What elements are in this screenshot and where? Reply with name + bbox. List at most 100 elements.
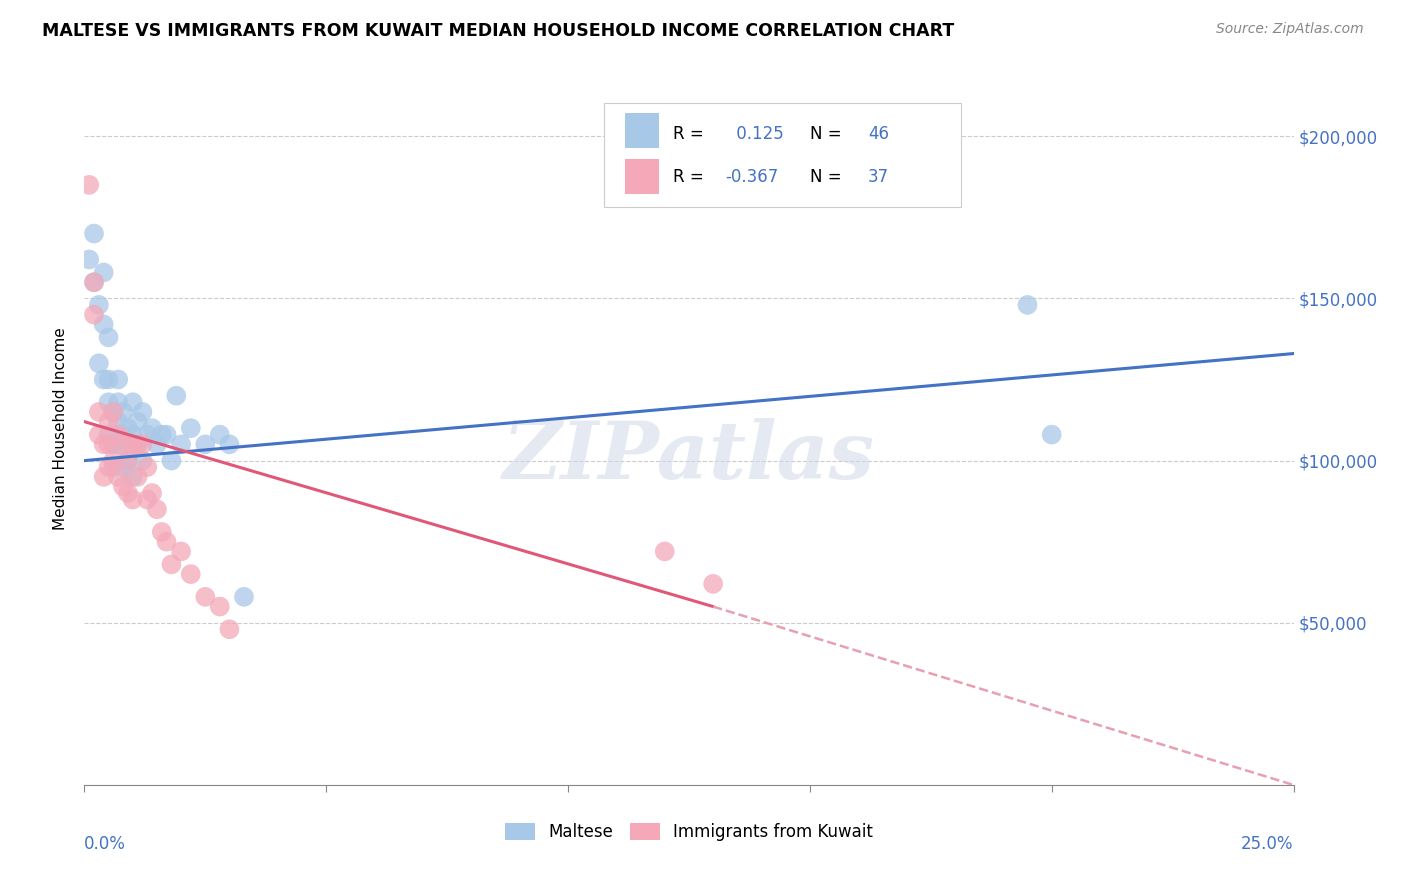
Point bbox=[83, 275, 105, 289]
Point bbox=[194, 437, 217, 451]
Point bbox=[103, 437, 125, 451]
Text: -0.367: -0.367 bbox=[725, 169, 779, 186]
Point bbox=[131, 405, 153, 419]
Point bbox=[83, 227, 105, 241]
Point bbox=[218, 622, 240, 636]
Point bbox=[97, 427, 120, 442]
Point bbox=[112, 427, 135, 442]
Point bbox=[150, 427, 173, 442]
Text: 25.0%: 25.0% bbox=[1241, 835, 1294, 853]
Point bbox=[208, 427, 231, 442]
Point bbox=[146, 437, 169, 451]
Point bbox=[77, 178, 100, 192]
Point bbox=[1017, 298, 1039, 312]
Point bbox=[136, 492, 159, 507]
Point bbox=[97, 415, 120, 429]
Point bbox=[107, 437, 129, 451]
Point bbox=[93, 372, 115, 386]
Point bbox=[87, 427, 110, 442]
Point bbox=[165, 389, 187, 403]
Point bbox=[1040, 427, 1063, 442]
Point bbox=[107, 415, 129, 429]
Point bbox=[87, 298, 110, 312]
Point bbox=[103, 405, 125, 419]
Point bbox=[93, 265, 115, 279]
Point bbox=[87, 405, 110, 419]
Point bbox=[121, 437, 143, 451]
Point bbox=[83, 308, 105, 322]
Point bbox=[170, 437, 193, 451]
Point bbox=[121, 492, 143, 507]
Point bbox=[83, 275, 105, 289]
Point bbox=[131, 453, 153, 467]
Point bbox=[654, 544, 676, 558]
Point bbox=[121, 470, 143, 484]
Text: Source: ZipAtlas.com: Source: ZipAtlas.com bbox=[1216, 22, 1364, 37]
Point bbox=[107, 470, 129, 484]
Point bbox=[87, 356, 110, 370]
Point bbox=[93, 470, 115, 484]
Text: N =: N = bbox=[810, 169, 846, 186]
Point bbox=[131, 437, 153, 451]
Point bbox=[127, 415, 149, 429]
Point bbox=[121, 395, 143, 409]
Point bbox=[180, 421, 202, 435]
Point bbox=[218, 437, 240, 451]
Point bbox=[141, 486, 163, 500]
Point bbox=[160, 558, 183, 572]
Point bbox=[127, 437, 149, 451]
Text: 46: 46 bbox=[868, 125, 889, 143]
Text: MALTESE VS IMMIGRANTS FROM KUWAIT MEDIAN HOUSEHOLD INCOME CORRELATION CHART: MALTESE VS IMMIGRANTS FROM KUWAIT MEDIAN… bbox=[42, 22, 955, 40]
Y-axis label: Median Household Income: Median Household Income bbox=[53, 326, 69, 530]
Point bbox=[97, 437, 120, 451]
Point bbox=[93, 437, 115, 451]
Point bbox=[146, 502, 169, 516]
Legend: Maltese, Immigrants from Kuwait: Maltese, Immigrants from Kuwait bbox=[498, 816, 880, 848]
Point bbox=[155, 427, 177, 442]
Point bbox=[127, 437, 149, 451]
Point bbox=[103, 405, 125, 419]
Point bbox=[117, 453, 139, 467]
Point bbox=[97, 330, 120, 344]
Point bbox=[180, 567, 202, 582]
Point bbox=[121, 427, 143, 442]
Point bbox=[112, 405, 135, 419]
Point bbox=[117, 486, 139, 500]
Point bbox=[194, 590, 217, 604]
Point bbox=[107, 427, 129, 442]
FancyBboxPatch shape bbox=[605, 103, 962, 207]
Text: R =: R = bbox=[673, 169, 709, 186]
Point bbox=[112, 479, 135, 493]
Point bbox=[97, 460, 120, 475]
Point bbox=[150, 524, 173, 539]
Text: ZIPatlas: ZIPatlas bbox=[503, 418, 875, 495]
Text: N =: N = bbox=[810, 125, 846, 143]
Point bbox=[77, 252, 100, 267]
Point bbox=[136, 460, 159, 475]
Text: 0.125: 0.125 bbox=[731, 125, 785, 143]
Point bbox=[127, 470, 149, 484]
Point bbox=[112, 460, 135, 475]
Point bbox=[141, 421, 163, 435]
Point bbox=[93, 318, 115, 332]
Bar bbox=[624, 160, 659, 194]
Point bbox=[170, 544, 193, 558]
Point bbox=[117, 421, 139, 435]
Point bbox=[107, 395, 129, 409]
Point bbox=[702, 577, 724, 591]
Text: R =: R = bbox=[673, 125, 709, 143]
Point bbox=[117, 453, 139, 467]
Point bbox=[160, 453, 183, 467]
Point bbox=[97, 395, 120, 409]
Point bbox=[112, 437, 135, 451]
Point bbox=[136, 427, 159, 442]
Bar bbox=[624, 113, 659, 147]
Point bbox=[107, 372, 129, 386]
Text: 37: 37 bbox=[868, 169, 889, 186]
Text: 0.0%: 0.0% bbox=[84, 835, 127, 853]
Point bbox=[208, 599, 231, 614]
Point bbox=[103, 453, 125, 467]
Point bbox=[233, 590, 256, 604]
Point bbox=[103, 460, 125, 475]
Point bbox=[155, 534, 177, 549]
